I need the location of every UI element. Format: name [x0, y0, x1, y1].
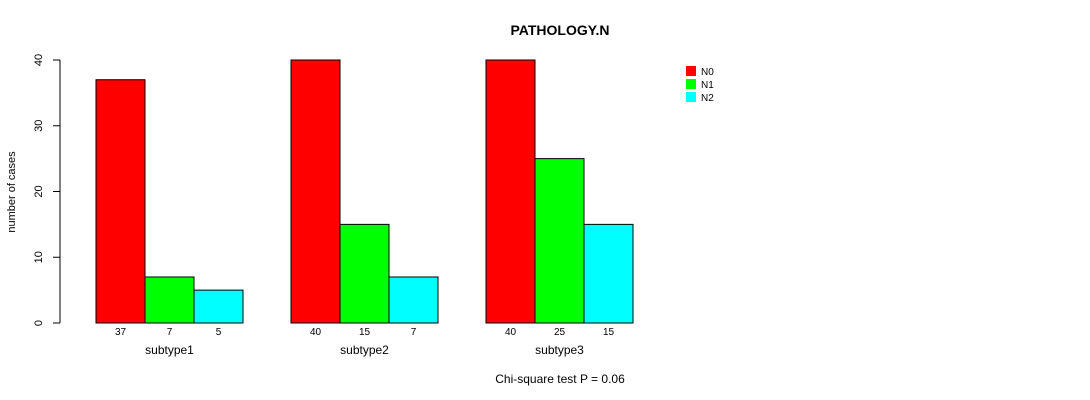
x-category-label: subtype2 [340, 343, 389, 357]
legend-swatch-N2 [686, 92, 696, 102]
group-labels: subtype1 subtype2 subtype3 [145, 343, 584, 357]
y-tick-label: 10 [33, 251, 45, 263]
y-axis-label: number of cases [6, 151, 18, 233]
x-category-label: subtype3 [535, 343, 584, 357]
bar-value-label: 7 [167, 327, 173, 338]
bar-N1-subtype2 [339, 223, 390, 324]
bar-N0-subtype1 [95, 79, 146, 324]
bar-N2-subtype2 [388, 276, 439, 324]
x-category-label: subtype1 [145, 343, 194, 357]
bar-N1-subtype1 [144, 276, 195, 324]
legend: N0 N1 N2 [686, 66, 714, 104]
legend-label-N1: N1 [701, 80, 714, 91]
y-tick-label: 40 [33, 54, 45, 66]
y-axis: 0 10 20 30 40 [33, 54, 61, 326]
bar-value-label: 37 [115, 327, 127, 338]
y-tick-label: 20 [33, 185, 45, 197]
bar-value-label: 5 [216, 327, 222, 338]
bar-N2-subtype1 [193, 289, 244, 324]
bar-labels: 37 7 5 40 15 7 40 25 15 [115, 327, 615, 338]
bar-value-label: 40 [310, 327, 322, 338]
chi-square-annotation: Chi-square test P = 0.06 [495, 372, 625, 386]
bar-N2-subtype3 [583, 223, 634, 324]
legend-swatch-N1 [686, 79, 696, 89]
bar-value-label: 25 [554, 327, 566, 338]
legend-label-N0: N0 [701, 67, 714, 78]
legend-swatch-N0 [686, 66, 696, 76]
legend-label-N2: N2 [701, 93, 714, 104]
y-tick-label: 0 [33, 320, 45, 326]
bar-value-label: 7 [411, 327, 417, 338]
bar-N0-subtype3 [485, 59, 536, 324]
bar-N0-subtype2 [290, 59, 341, 324]
y-tick-label: 30 [33, 120, 45, 132]
bar-N1-subtype3 [534, 158, 585, 324]
chart-title: PATHOLOGY.N [510, 22, 609, 38]
bar-value-label: 15 [359, 327, 371, 338]
bar-value-label: 15 [603, 327, 615, 338]
bar-value-label: 40 [505, 327, 517, 338]
bars [95, 59, 634, 324]
